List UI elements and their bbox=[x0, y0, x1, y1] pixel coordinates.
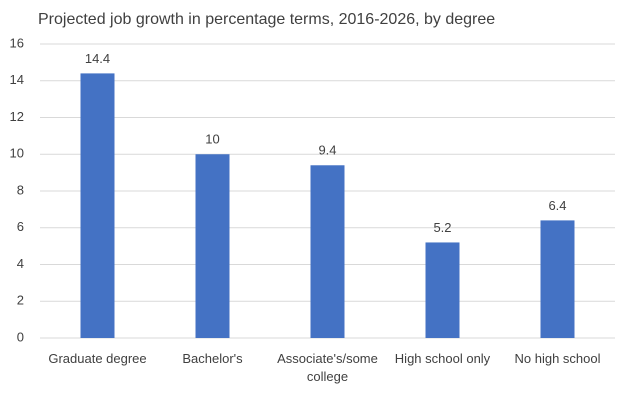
x-tick-label: Associate's/some college bbox=[277, 351, 378, 384]
y-tick-label: 0 bbox=[17, 329, 24, 344]
x-tick-label: Graduate degree bbox=[48, 351, 147, 366]
data-label: 14.4 bbox=[85, 51, 110, 66]
data-label: 10 bbox=[205, 132, 219, 147]
bar bbox=[80, 73, 115, 339]
y-tick-label: 6 bbox=[17, 219, 24, 234]
bar bbox=[540, 220, 575, 338]
chart-title: Projected job growth in percentage terms… bbox=[38, 11, 495, 28]
x-tick-label: No high school bbox=[514, 351, 601, 366]
y-tick-label: 4 bbox=[17, 256, 24, 271]
bar bbox=[425, 242, 460, 338]
bar bbox=[195, 154, 230, 338]
data-label: 5.2 bbox=[433, 220, 451, 235]
y-tick-label: 16 bbox=[10, 35, 24, 50]
data-label: 6.4 bbox=[548, 198, 566, 213]
y-tick-label: 14 bbox=[10, 72, 24, 87]
data-label: 9.4 bbox=[318, 143, 336, 158]
x-tick-label: Bachelor's bbox=[182, 351, 243, 366]
bar bbox=[310, 165, 345, 338]
y-tick-label: 2 bbox=[17, 293, 24, 308]
x-tick-label: High school only bbox=[394, 351, 491, 366]
y-tick-label: 12 bbox=[10, 109, 24, 124]
y-tick-label: 8 bbox=[17, 182, 24, 197]
y-tick-label: 10 bbox=[10, 146, 24, 161]
